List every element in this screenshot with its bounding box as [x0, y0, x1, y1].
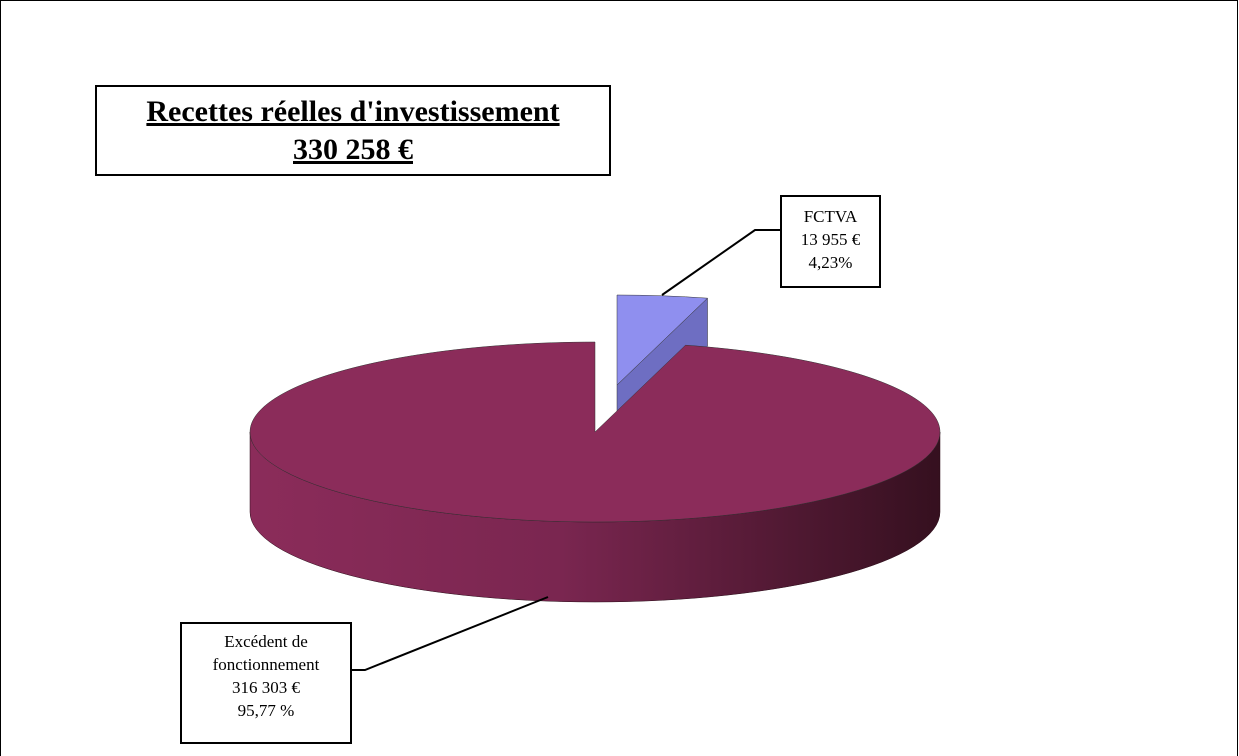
- chart-subtitle: 330 258 €: [293, 133, 413, 166]
- percent-label: 4,23%: [808, 253, 853, 272]
- value-label: 13 955 €: [800, 230, 861, 249]
- title-box: Recettes réelles d'investissement 330 25…: [95, 85, 611, 176]
- category-label: Excédent de fonctionnement: [212, 632, 320, 674]
- pie: [249, 294, 941, 603]
- percent-label: 95,77 %: [237, 701, 295, 720]
- pie-slice: [249, 341, 941, 523]
- leader-line: [661, 229, 780, 296]
- slice-label: Excédent de fonctionnement 316 303 € 95,…: [180, 622, 352, 744]
- pie-slice: [616, 294, 709, 386]
- leader-line: [352, 596, 549, 671]
- chart-title: Recettes réelles d'investissement: [146, 95, 560, 128]
- value-label: 316 303 €: [232, 678, 300, 697]
- slice-label: FCTVA 13 955 € 4,23%: [780, 195, 881, 288]
- category-label: FCTVA: [803, 207, 858, 226]
